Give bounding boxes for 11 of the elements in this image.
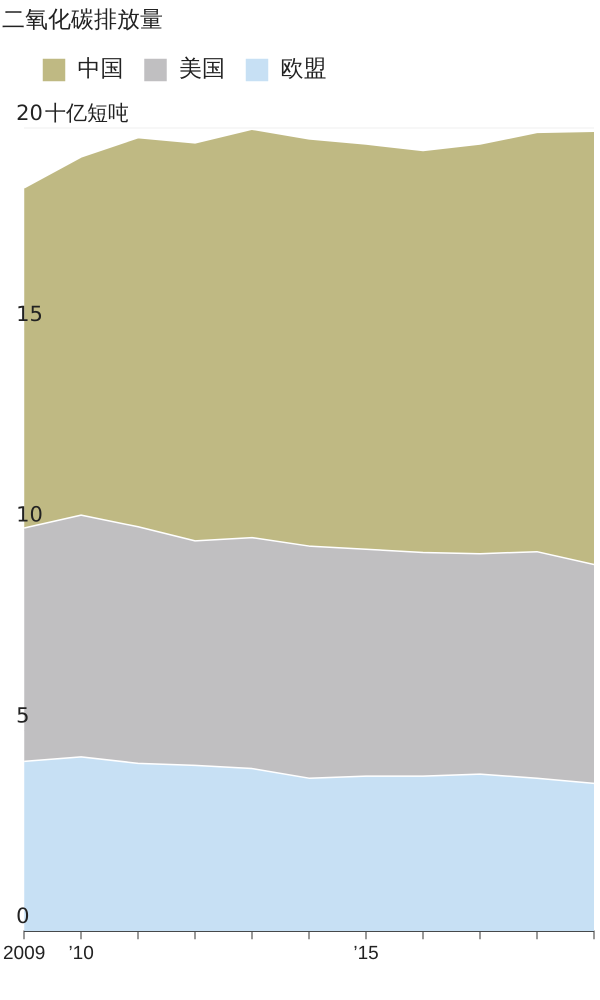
y-axis-title: 十亿短吨 — [44, 100, 129, 125]
x-tick-label: ’10 — [68, 942, 94, 964]
y-tick-label: 20 — [16, 100, 43, 125]
x-tick-label: ’15 — [353, 942, 379, 964]
y-tick-label: 0 — [16, 904, 30, 928]
legend-label: 欧盟 — [280, 56, 326, 82]
legend-label: 美国 — [179, 56, 225, 82]
x-tick-label: 2009 — [2, 942, 46, 964]
legend-label: 中国 — [78, 56, 124, 82]
y-tick-label: 5 — [16, 703, 30, 728]
chart-title: 二氧化碳排放量 — [1, 6, 164, 35]
